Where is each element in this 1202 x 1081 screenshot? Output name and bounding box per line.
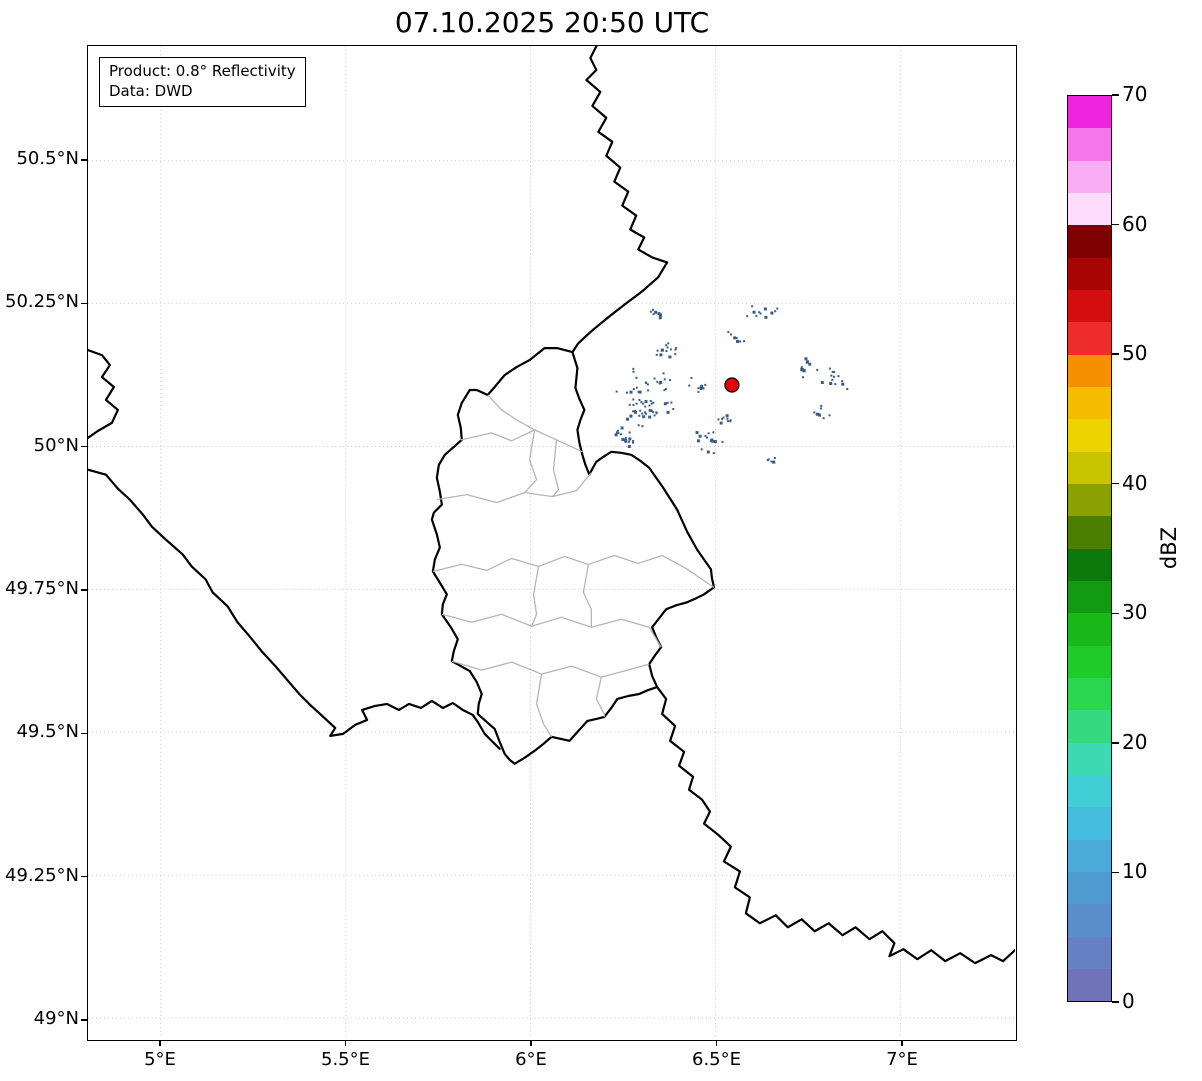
belgium-france-border (88, 468, 501, 750)
x-axis-tick-mark (344, 1041, 347, 1046)
colorbar-segment (1068, 742, 1111, 775)
y-axis-tick-label: 50°N (33, 434, 79, 456)
y-axis-tick-mark (81, 589, 87, 591)
colorbar-tick-label: 70 (1122, 82, 1148, 106)
y-axis-tick-mark (81, 446, 87, 448)
map-svg (88, 46, 1015, 1039)
colorbar-segment (1068, 968, 1111, 1002)
colorbar-axis-label: dBZ (1157, 526, 1181, 570)
y-axis-tick-mark (81, 1019, 87, 1021)
colorbar-segment (1068, 386, 1111, 420)
colorbar-tick-mark (1112, 742, 1119, 744)
y-axis-tick-mark (81, 159, 87, 161)
colorbar-tick-mark (1112, 871, 1119, 874)
colorbar-tick-mark (1112, 223, 1119, 226)
x-axis-tick-mark (530, 1041, 532, 1046)
colorbar-segment (1068, 807, 1111, 840)
belgium-france-border-pocket (88, 349, 119, 439)
colorbar-segment (1068, 257, 1111, 290)
colorbar-tick-label: 20 (1122, 729, 1148, 754)
belgium-germany-border (571, 46, 669, 354)
y-axis-tick-label: 49.75°N (5, 578, 79, 599)
y-axis-tick-label: 49°N (33, 1008, 79, 1029)
luxembourg-canton-borders (432, 394, 715, 738)
colorbar-segment (1068, 128, 1111, 161)
x-axis-tick-mark (715, 1041, 718, 1046)
colorbar-segment (1068, 289, 1111, 323)
map-plot: Product: 0.8° Reflectivity Data: DWD (87, 45, 1017, 1041)
country-borders (88, 46, 1015, 965)
colorbar-segment (1068, 192, 1111, 226)
figure-title: 07.10.2025 20:50 UTC (394, 6, 710, 39)
colorbar-segment (1068, 710, 1111, 743)
colorbar-segment (1068, 354, 1111, 387)
colorbar-segment (1068, 322, 1111, 355)
colorbar-segment (1068, 96, 1111, 129)
colorbar-tick-label: 0 (1122, 989, 1135, 1013)
y-axis-tick-label: 50.5°N (16, 148, 79, 169)
x-axis-tick-mark (901, 1041, 903, 1046)
colorbar-tick-mark (1112, 94, 1119, 96)
colorbar-segment (1068, 904, 1111, 937)
colorbar-segment (1068, 871, 1111, 905)
colorbar-tick-label: 30 (1122, 600, 1148, 625)
colorbar-segment (1068, 225, 1111, 258)
colorbar-tick-mark (1112, 612, 1119, 614)
luxembourg-border (430, 347, 716, 765)
x-axis-tick-label: 5.5°E (321, 1049, 370, 1070)
product-line: Product: 0.8° Reflectivity (109, 62, 296, 80)
x-axis-tick-mark (159, 1041, 161, 1046)
colorbar-tick-label: 50 (1122, 341, 1148, 366)
colorbar-tick-label: 10 (1122, 859, 1148, 884)
france-germany-border (656, 685, 1015, 965)
colorbar-tick-mark (1112, 483, 1119, 485)
y-axis-tick-mark (81, 302, 87, 304)
colorbar-tick-label: 60 (1122, 211, 1148, 236)
colorbar-tick-mark (1112, 353, 1119, 355)
y-axis-tick-label: 49.25°N (5, 864, 79, 886)
x-axis-tick-label: 7°E (886, 1049, 918, 1070)
colorbar (1067, 95, 1112, 1002)
colorbar-segment (1068, 613, 1111, 646)
colorbar-segment (1068, 516, 1111, 549)
data-source-line: Data: DWD (109, 81, 193, 100)
colorbar-segment (1068, 548, 1111, 581)
y-axis-tick-label: 49.5°N (16, 721, 79, 743)
product-annotation-box: Product: 0.8° Reflectivity Data: DWD (99, 57, 306, 107)
y-axis-tick-label: 50.25°N (5, 291, 79, 313)
colorbar-segment (1068, 483, 1111, 517)
colorbar-segment (1068, 451, 1111, 484)
colorbar-segment (1068, 580, 1111, 614)
colorbar-segment (1068, 419, 1111, 452)
colorbar-tick-label: 40 (1122, 470, 1148, 495)
colorbar-segment (1068, 839, 1111, 872)
radar-site-marker (724, 377, 740, 393)
x-axis-tick-label: 6.5°E (692, 1049, 741, 1070)
colorbar-segment (1068, 774, 1111, 808)
y-axis-tick-mark (81, 732, 87, 734)
colorbar-segment (1068, 645, 1111, 678)
colorbar-segment (1068, 677, 1111, 711)
x-axis-tick-label: 6°E (515, 1049, 547, 1070)
radar-echoes (614, 305, 849, 464)
y-axis-tick-mark (81, 876, 87, 878)
x-axis-tick-label: 5°E (144, 1049, 176, 1070)
colorbar-segment (1068, 160, 1111, 193)
colorbar-tick-mark (1112, 1001, 1119, 1003)
gridlines (88, 46, 1015, 1039)
colorbar-segment (1068, 936, 1111, 969)
